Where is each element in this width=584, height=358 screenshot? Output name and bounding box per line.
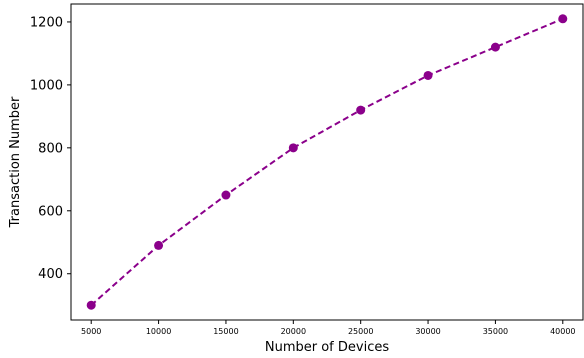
x-axis-ticks: 5000 10000 15000 20000 25000 30000 35000 40000 [81, 320, 576, 336]
data-point [423, 70, 433, 80]
y-tick-label: 1200 [30, 15, 63, 30]
y-axis-label: Transaction Number [8, 96, 23, 228]
plot-frame [70, 3, 584, 321]
data-point [490, 42, 500, 52]
data-point [356, 105, 366, 115]
y-axis-ticks: 400 600 800 1000 1200 [30, 15, 71, 282]
x-tick-label: 10000 [146, 327, 171, 336]
y-tick-label: 400 [38, 267, 63, 282]
data-point [558, 14, 568, 24]
data-point [221, 190, 231, 200]
x-tick-label: 20000 [281, 327, 306, 336]
data-point [154, 240, 164, 250]
y-tick-label: 1000 [30, 78, 63, 93]
plot-area [70, 3, 584, 321]
x-tick-label: 30000 [415, 327, 440, 336]
data-point [288, 143, 298, 153]
x-tick-label: 35000 [483, 327, 508, 336]
x-tick-label: 25000 [348, 327, 373, 336]
y-tick-label: 800 [38, 141, 63, 156]
x-tick-label: 40000 [550, 327, 575, 336]
x-tick-label: 5000 [81, 327, 101, 336]
series-group [86, 14, 568, 310]
y-tick-label: 600 [38, 204, 63, 219]
x-tick-label: 15000 [213, 327, 238, 336]
x-axis-label: Number of Devices [265, 340, 389, 355]
series-line [90, 17, 564, 306]
data-point [86, 300, 96, 310]
